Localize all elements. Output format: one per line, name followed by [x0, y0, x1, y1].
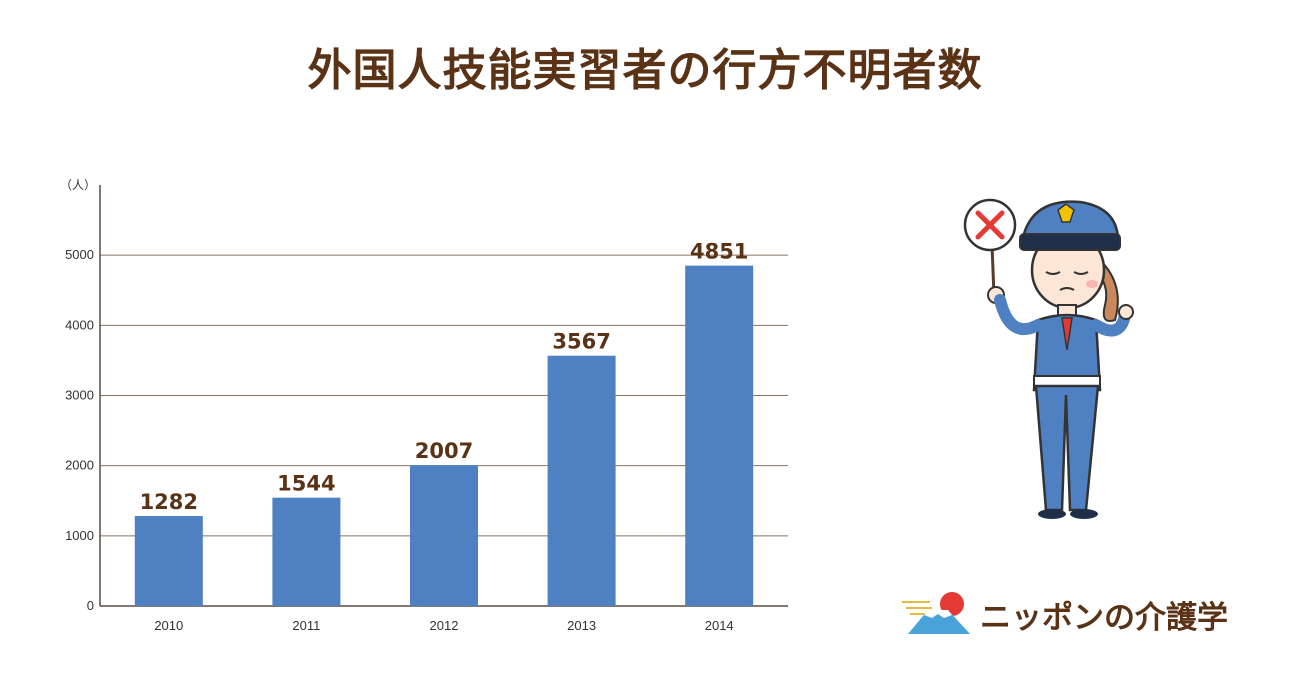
bar-value-label: 2007 — [415, 439, 473, 463]
bar-2011 — [272, 497, 341, 606]
x-tick-label: 2014 — [705, 618, 734, 633]
x-tick-label: 2010 — [154, 618, 183, 633]
brand-logo: ニッポンの介護学 — [900, 590, 1260, 640]
police-officer-illustration — [963, 198, 1134, 519]
bar-value-label: 1544 — [277, 472, 335, 496]
y-axis-unit-label: （人） — [60, 178, 96, 192]
bar-chart: 0 1000 2000 3000 4000 5000 （人） 1282 2010 1544 2011… — [60, 178, 788, 633]
bar-2012 — [410, 465, 478, 606]
y-tick-label: 4000 — [65, 317, 94, 332]
bar-2013 — [547, 355, 616, 606]
y-tick-label: 5000 — [65, 247, 94, 262]
bars — [134, 265, 754, 606]
y-tick-label: 2000 — [65, 458, 94, 473]
bar-value-label: 4851 — [690, 240, 748, 264]
bar-2014 — [685, 265, 754, 606]
x-tick-label: 2012 — [430, 618, 459, 633]
logo-text: ニッポンの介護学 — [980, 600, 1228, 636]
bar-value-label: 1282 — [140, 490, 198, 514]
bar-value-label: 3567 — [552, 330, 610, 354]
mount-fuji-sun-icon — [902, 592, 970, 634]
y-tick-label: 1000 — [65, 528, 94, 543]
bar-2010 — [134, 516, 203, 606]
y-tick-label: 0 — [87, 598, 94, 613]
x-tick-label: 2011 — [292, 618, 320, 633]
page-title: 外国人技能実習者の行方不明者数 — [307, 45, 983, 96]
y-tick-label: 3000 — [65, 388, 94, 403]
x-tick-label: 2013 — [567, 618, 596, 633]
labels: 0 1000 2000 3000 4000 5000 （人） 1282 2010 1544 2011… — [60, 178, 748, 633]
